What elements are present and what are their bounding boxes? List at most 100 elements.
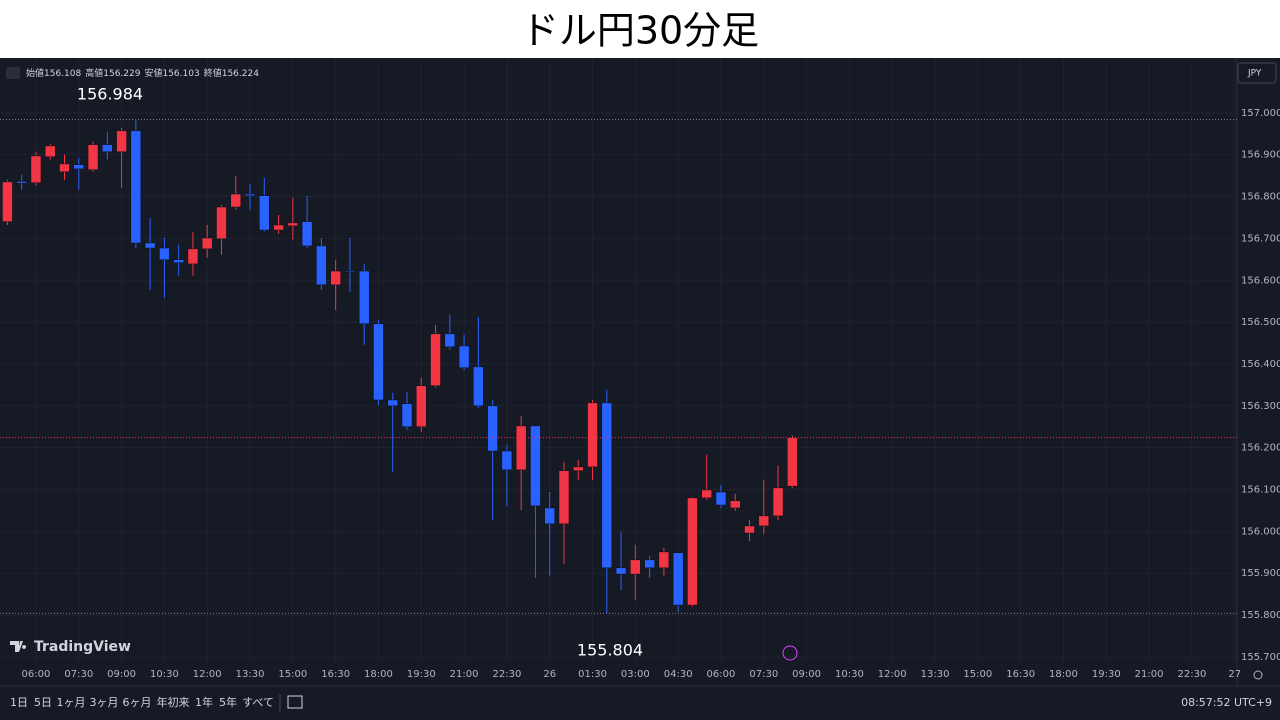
- x-tick-label: 18:00: [1049, 669, 1078, 680]
- candle: [344, 237, 356, 292]
- candle: [615, 531, 627, 590]
- y-tick-label: 155.900: [1241, 568, 1280, 579]
- x-tick-label: 27: [1228, 669, 1241, 680]
- x-tick-label: 10:30: [150, 669, 179, 680]
- candle: [630, 544, 641, 601]
- x-tick-label: 09:00: [107, 669, 136, 680]
- candle-body: [301, 221, 313, 247]
- extreme-label: 156.984: [77, 85, 143, 104]
- news-icon[interactable]: [782, 645, 798, 661]
- candle-body: [273, 224, 284, 231]
- x-tick-label: 12:00: [193, 669, 222, 680]
- candle-body: [473, 366, 484, 407]
- title-band: [0, 0, 1280, 58]
- x-tick-label: 22:30: [492, 669, 521, 680]
- candle: [416, 377, 427, 432]
- candle: [59, 154, 70, 180]
- x-tick-label: 07:30: [749, 669, 778, 680]
- x-tick-label: 12:00: [878, 669, 907, 680]
- calendar-icon[interactable]: [287, 695, 303, 709]
- candle: [487, 399, 498, 521]
- x-tick-label: 03:00: [621, 669, 650, 680]
- candle-body: [587, 402, 598, 468]
- candle: [173, 244, 184, 276]
- x-tick-label: 26: [543, 669, 556, 680]
- candle: [587, 399, 598, 480]
- range-button[interactable]: 1年: [195, 695, 213, 709]
- candle: [130, 119, 142, 249]
- candle-body: [344, 270, 356, 273]
- ohlc-value: 156.108: [44, 69, 81, 79]
- x-tick-label: 01:30: [578, 669, 607, 680]
- candle: [758, 479, 770, 534]
- menu-icon[interactable]: [6, 67, 20, 79]
- ohlc-label: 安値: [144, 67, 162, 79]
- candle: [73, 158, 85, 190]
- candle: [744, 520, 755, 542]
- candle: [473, 317, 484, 408]
- candle: [787, 435, 798, 489]
- candle-body: [787, 437, 798, 487]
- y-tick-label: 156.300: [1241, 401, 1280, 412]
- x-tick-label: 04:30: [664, 669, 693, 680]
- range-button[interactable]: 5日: [34, 696, 52, 709]
- candle-body: [373, 323, 384, 401]
- candle-body: [530, 425, 541, 507]
- candle-body: [544, 507, 555, 525]
- chart-area: [0, 58, 1280, 720]
- candle-body: [2, 181, 13, 222]
- range-button[interactable]: 6ヶ月: [123, 696, 152, 709]
- x-tick-label: 09:00: [792, 669, 821, 680]
- candle: [102, 131, 113, 160]
- range-button[interactable]: すべて: [242, 696, 274, 709]
- candle: [301, 195, 313, 249]
- x-tick-label: 18:00: [364, 669, 393, 680]
- x-tick-label: 10:30: [835, 669, 864, 680]
- candle-body: [30, 155, 42, 183]
- grid: [0, 58, 1237, 662]
- range-button[interactable]: 1ヶ月: [57, 696, 86, 709]
- candle-body: [772, 487, 784, 517]
- candle-body: [687, 497, 698, 606]
- y-tick-label: 155.700: [1241, 652, 1280, 663]
- y-tick-label: 156.400: [1241, 359, 1280, 370]
- x-tick-label: 21:00: [1135, 669, 1164, 680]
- x-tick-label: 19:30: [407, 669, 436, 680]
- candle-body: [130, 130, 142, 244]
- candle-body: [487, 405, 498, 452]
- brand: TradingView: [34, 639, 131, 655]
- range-button[interactable]: 年初来: [157, 695, 190, 709]
- settings-icon[interactable]: [1253, 670, 1263, 680]
- candle-body: [144, 242, 156, 249]
- candle-body: [259, 195, 270, 231]
- candle-body: [87, 144, 99, 171]
- x-tick-label: 21:00: [450, 669, 479, 680]
- candle-body: [744, 525, 755, 534]
- candle-body: [501, 450, 513, 471]
- x-tick-label: 15:00: [278, 669, 307, 680]
- candle-body: [615, 567, 627, 575]
- range-button[interactable]: 1日: [10, 696, 28, 709]
- candle: [358, 263, 370, 345]
- candle: [501, 444, 513, 507]
- candle-body: [515, 425, 527, 471]
- y-tick-label: 156.000: [1241, 526, 1280, 537]
- y-tick-label: 157.000: [1241, 108, 1280, 119]
- candle-body: [558, 470, 570, 525]
- range-button[interactable]: 3ヶ月: [90, 696, 119, 709]
- range-button[interactable]: 5年: [219, 695, 237, 709]
- candle-body: [230, 193, 242, 208]
- x-tick-label: 19:30: [1092, 669, 1121, 680]
- y-tick-label: 156.500: [1241, 317, 1280, 328]
- currency-select[interactable]: [1237, 62, 1277, 84]
- candle: [715, 484, 727, 508]
- ohlc-label: 高値: [85, 67, 103, 79]
- candle-body: [287, 222, 299, 227]
- ohlc-label: 始値: [26, 67, 44, 79]
- y-tick-label: 156.100: [1241, 485, 1280, 496]
- ohlc-value: 156.229: [103, 69, 140, 79]
- x-tick-label: 13:30: [921, 669, 950, 680]
- x-tick-label: 06:00: [707, 669, 736, 680]
